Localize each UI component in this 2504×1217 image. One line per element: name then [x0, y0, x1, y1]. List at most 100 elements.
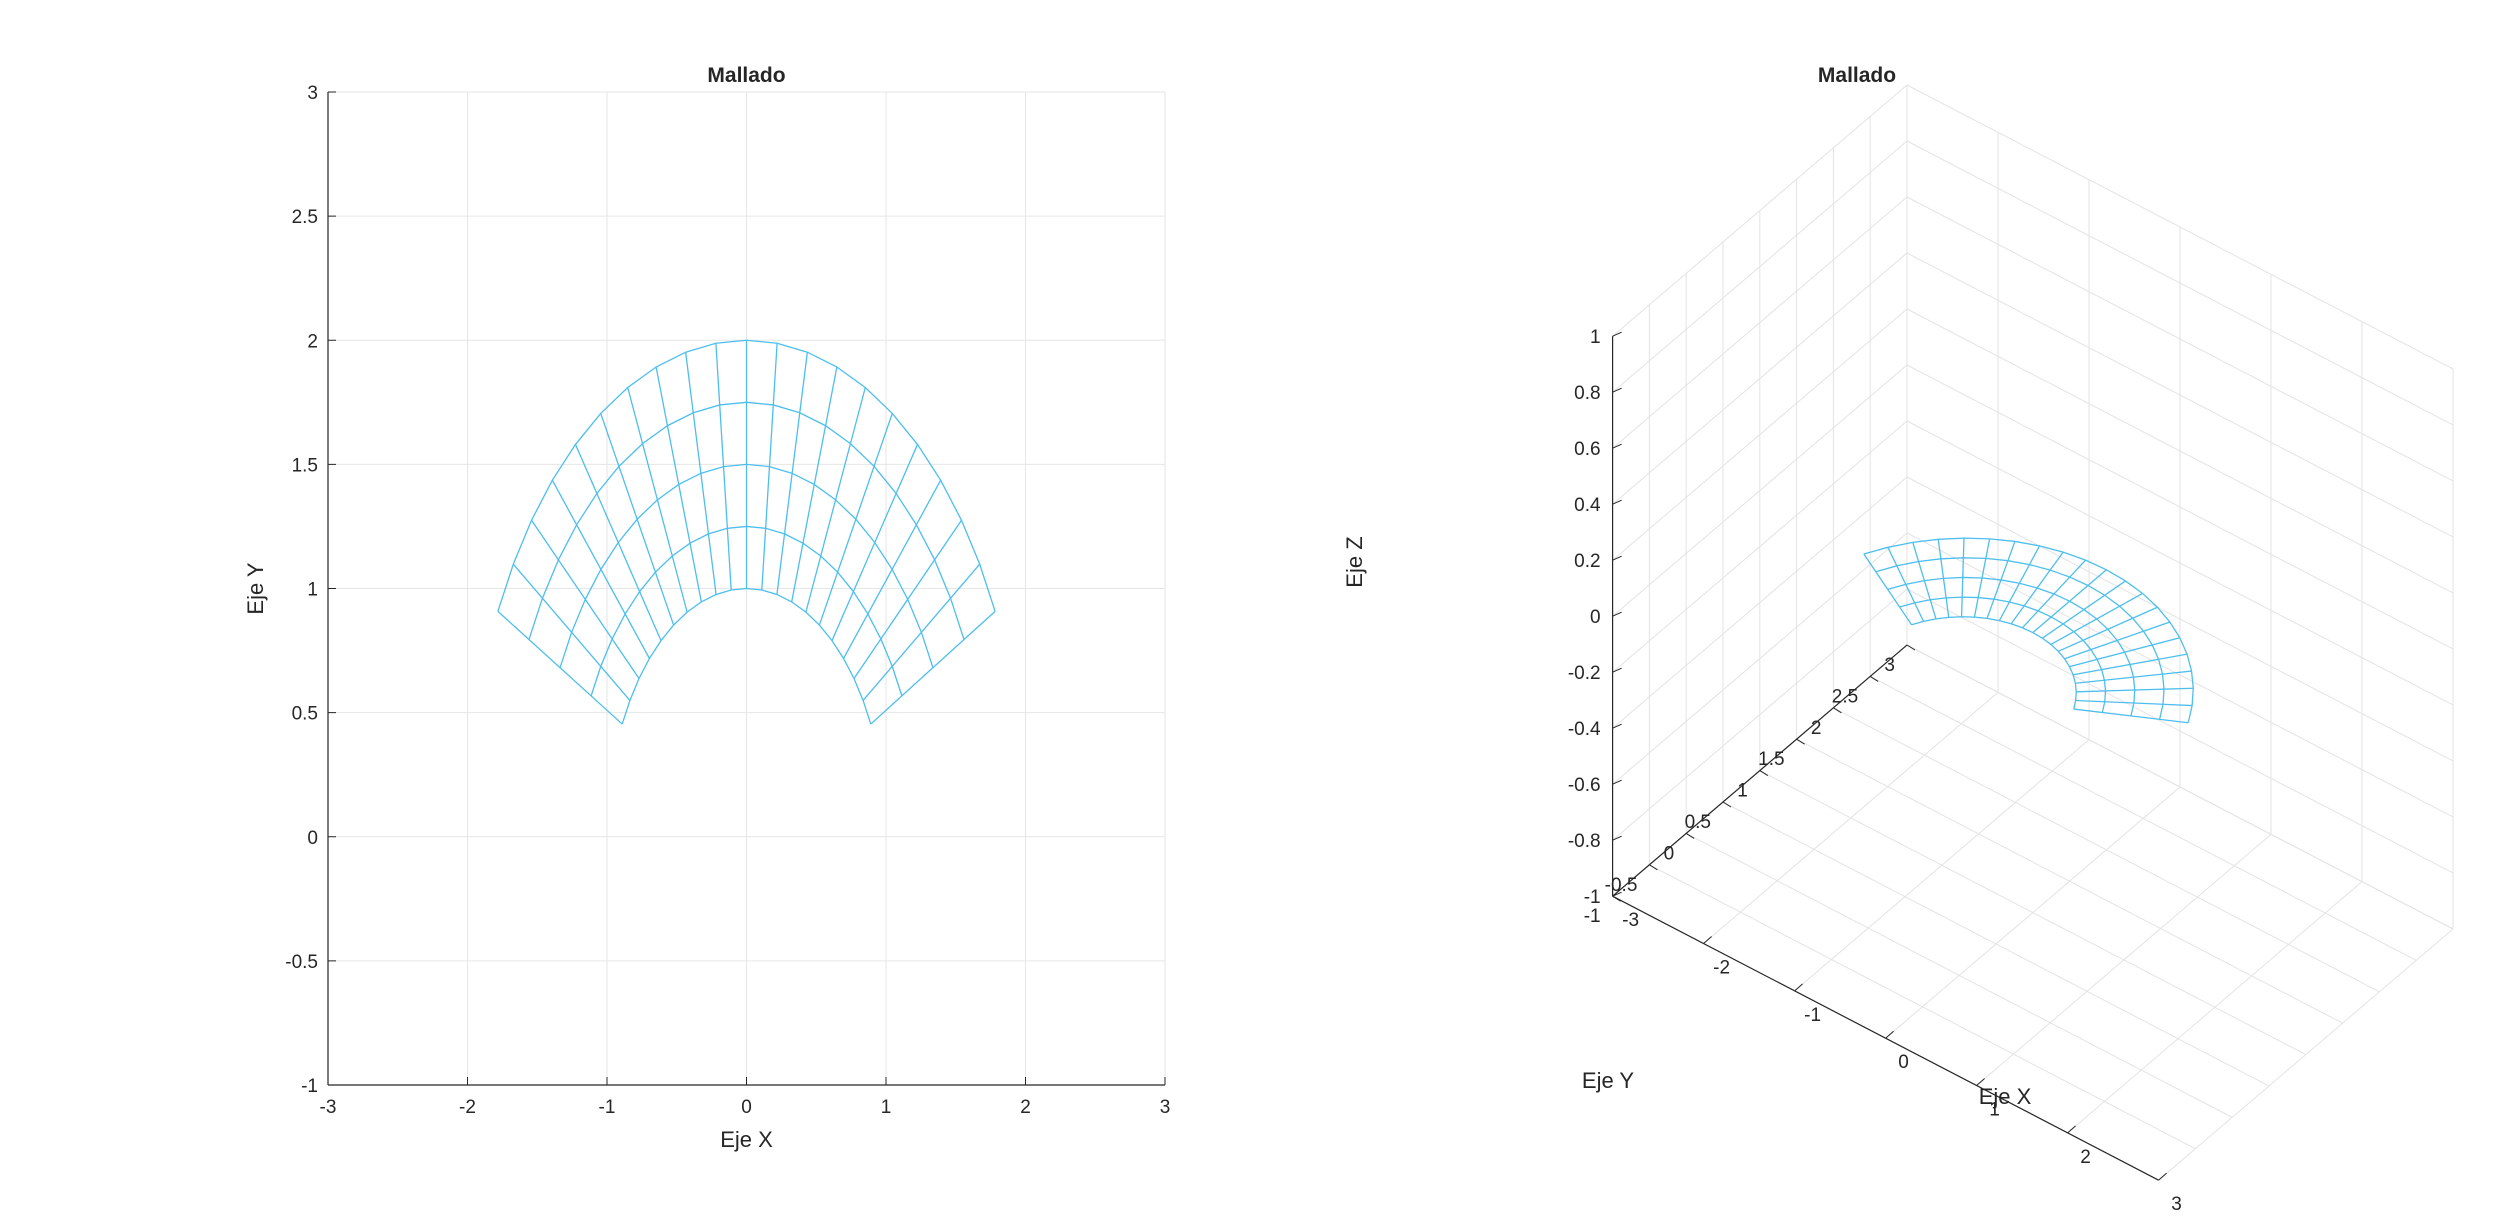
- chart-3d-z-axis-label: Eje Z: [1342, 536, 1367, 587]
- chart-3d-wall-y-gridline-z: [1906, 420, 2454, 706]
- chart-3d-mesh-radial: [2073, 708, 2189, 724]
- chart-3d-floor-gridline-x: [2158, 928, 2454, 1181]
- chart-3d-z-tick: [1612, 891, 1622, 897]
- chart-3d-wall-x-gridline-z: [1612, 476, 1908, 729]
- chart-3d-z-tick-label: 0.6: [1574, 439, 1600, 460]
- chart-3d-mesh-radial: [2021, 559, 2087, 629]
- chart-2d-x-tick-label: 2: [1020, 1097, 1031, 1118]
- chart-3d-z-tick: [1612, 779, 1622, 785]
- chart-3d-z-tick: [1612, 723, 1622, 729]
- chart-3d-y-tick: [1796, 738, 1805, 745]
- chart-3d-z-tick: [1612, 555, 1622, 561]
- chart-2d-mesh-radial: [805, 387, 866, 613]
- chart-3d-x-tick: [1612, 888, 1621, 897]
- chart-3d-y-tick: [1759, 770, 1769, 777]
- chart-2d-mesh-radial: [512, 563, 631, 701]
- chart-3d-x-tick-label: -2: [1713, 958, 1730, 979]
- chart-2d-mesh-radial: [818, 413, 893, 626]
- chart-3d-z-tick: [1612, 835, 1622, 841]
- chart-2d-x-tick-label: 1: [881, 1097, 892, 1118]
- chart-2d-mallado: -3 -2 -1 0 1 2 3 -1 -0.5 0 0.5 1 1.5 2 2.5 3 Mallado Ej…: [243, 64, 1170, 1152]
- chart-3d-wall-x-gridline-z: [1612, 532, 1908, 785]
- chart-3d-z-tick-label: 0: [1590, 607, 1601, 628]
- chart-3d-wall-x-gridline-z: [1612, 140, 1908, 393]
- chart-3d-mesh-radial: [1912, 542, 1937, 620]
- chart-3d-y-tick-label: 0.5: [1685, 812, 1711, 833]
- chart-3d-wall-y-gridline-z: [1906, 476, 2454, 762]
- chart-3d-wall-y-gridline-z: [1906, 196, 2454, 482]
- chart-3d-wall-y-gridline-z: [1906, 588, 2454, 874]
- chart-3d-z-tick-label: 0.8: [1574, 383, 1600, 404]
- chart-3d-x-axis-label: Eje X: [1979, 1084, 2032, 1109]
- chart-3d-y-tick-label: -1: [1584, 906, 1601, 927]
- chart-2d-y-tick-label: 0: [307, 828, 318, 849]
- chart-3d-wall-y-gridline-z: [1906, 644, 2454, 930]
- chart-3d-wall-x-gridline-z: [1612, 420, 1908, 673]
- chart-2d-mesh-radial: [776, 352, 809, 595]
- chart-3d-z-tick-label: 0.4: [1574, 495, 1601, 516]
- chart-3d-floor-gridline-y: [1649, 864, 2196, 1150]
- chart-2d-x-axis-label: Eje X: [720, 1127, 773, 1152]
- chart-3d-mesh-radial: [2073, 653, 2188, 676]
- chart-2d-mesh: [497, 339, 996, 725]
- chart-3d-wall-x-gridline-z: [1612, 588, 1908, 841]
- chart-3d-y-tick: [1649, 864, 1658, 871]
- chart-3d-floor-gridline-y: [1833, 707, 2380, 993]
- chart-2d-mesh-radial: [530, 519, 640, 679]
- chart-2d-mesh-radial: [715, 343, 732, 591]
- chart-2d-x-tick-label: -3: [320, 1097, 337, 1118]
- chart-3d-y-tick: [1869, 675, 1879, 682]
- chart-3d-z-tick-label: -0.8: [1568, 831, 1601, 852]
- chart-2d-mesh-radial: [831, 444, 919, 641]
- chart-2d-mesh-radial: [684, 352, 717, 595]
- chart-2d-tick-labels: -3 -2 -1 0 1 2 3 -1 -0.5 0 0.5 1 1.5 2 2.5 3: [285, 83, 1170, 1118]
- chart-3d-mesh-radial: [1937, 539, 1950, 618]
- chart-3d-y-tick-label: 1.5: [1758, 749, 1784, 770]
- chart-2d-y-tick-label: 0.5: [292, 704, 318, 725]
- chart-3d-wall-x-gridline-z: [1612, 84, 1908, 337]
- chart-2d-axes: [327, 91, 1166, 1086]
- chart-3d-mesh-radial: [1863, 553, 1913, 626]
- chart-3d-x-tick-label: 0: [1898, 1052, 1909, 1073]
- chart-3d-wall-y-gridline-z: [1906, 532, 2454, 818]
- chart-3d-wall-x-gridline-z: [1612, 364, 1908, 617]
- chart-2d-mesh-radial: [761, 343, 778, 591]
- chart-3d-x-tick: [2158, 1172, 2167, 1181]
- chart-3d-wall-y-gridline-z: [1906, 308, 2454, 594]
- chart-2d-x-tick-label: 0: [741, 1097, 752, 1118]
- chart-3d-wall-x-gridline-z: [1612, 252, 1908, 505]
- chart-3d-y-axis-label: Eje Y: [1582, 1068, 1635, 1093]
- chart-2d-y-tick-label: 3: [307, 83, 318, 104]
- chart-3d-z-tick-label: -0.4: [1568, 719, 1601, 740]
- chart-3d-wall-y-gridline-z: [1906, 140, 2454, 426]
- chart-3d-mesh-radial: [2076, 687, 2194, 693]
- chart-3d-mallado: -3-2-10123-1-0.500.511.522.53-1-0.8-0.6-…: [1342, 64, 2454, 1215]
- chart-3d-grid: [1612, 84, 2454, 1181]
- chart-2d-x-tick-label: -2: [459, 1097, 476, 1118]
- chart-3d-wall-y-gridline-z: [1906, 364, 2454, 650]
- chart-3d-floor-gridline-y: [1796, 738, 2343, 1024]
- chart-2d-y-tick-label: -1: [301, 1076, 318, 1097]
- chart-3d-mesh-radial: [1960, 538, 1965, 617]
- chart-3d-y-tick-label: 3: [1884, 655, 1895, 676]
- chart-3d-x-tick-label: 1: [1989, 1100, 2000, 1121]
- chart-3d-z-tick-label: -1: [1584, 887, 1601, 908]
- chart-3d-wall-y-gridline-z: [1906, 252, 2454, 538]
- chart-3d-tick-labels: -3-2-10123-1-0.500.511.522.53-1-0.8-0.6-…: [1568, 327, 2182, 1215]
- chart-3d-mesh-radial: [2075, 670, 2192, 684]
- chart-3d-wall-x-gridline-z: [1612, 196, 1908, 449]
- chart-3d-axes: [1611, 331, 2167, 1181]
- chart-3d-x-tick-label: 3: [2171, 1194, 2182, 1215]
- chart-3d-mesh-radial: [2075, 699, 2193, 707]
- chart-3d-x-tick: [1794, 983, 1803, 992]
- chart-3d-mesh-radial: [1986, 541, 2016, 619]
- chart-2d-x-tick-label: 3: [1160, 1097, 1171, 1118]
- chart-3d-wall-x-gridline-z: [1612, 308, 1908, 561]
- chart-2d-y-tick-label: 1: [307, 580, 318, 601]
- chart-3d-z-tick: [1612, 667, 1622, 673]
- chart-3d-y-tick: [1685, 832, 1695, 839]
- chart-2d-y-axis-label: Eje Y: [243, 562, 268, 615]
- chart-3d-z-tick: [1612, 611, 1622, 617]
- chart-3d-z-tick-label: 0.2: [1574, 551, 1600, 572]
- chart-3d-y-tick-label: 2: [1811, 718, 1822, 739]
